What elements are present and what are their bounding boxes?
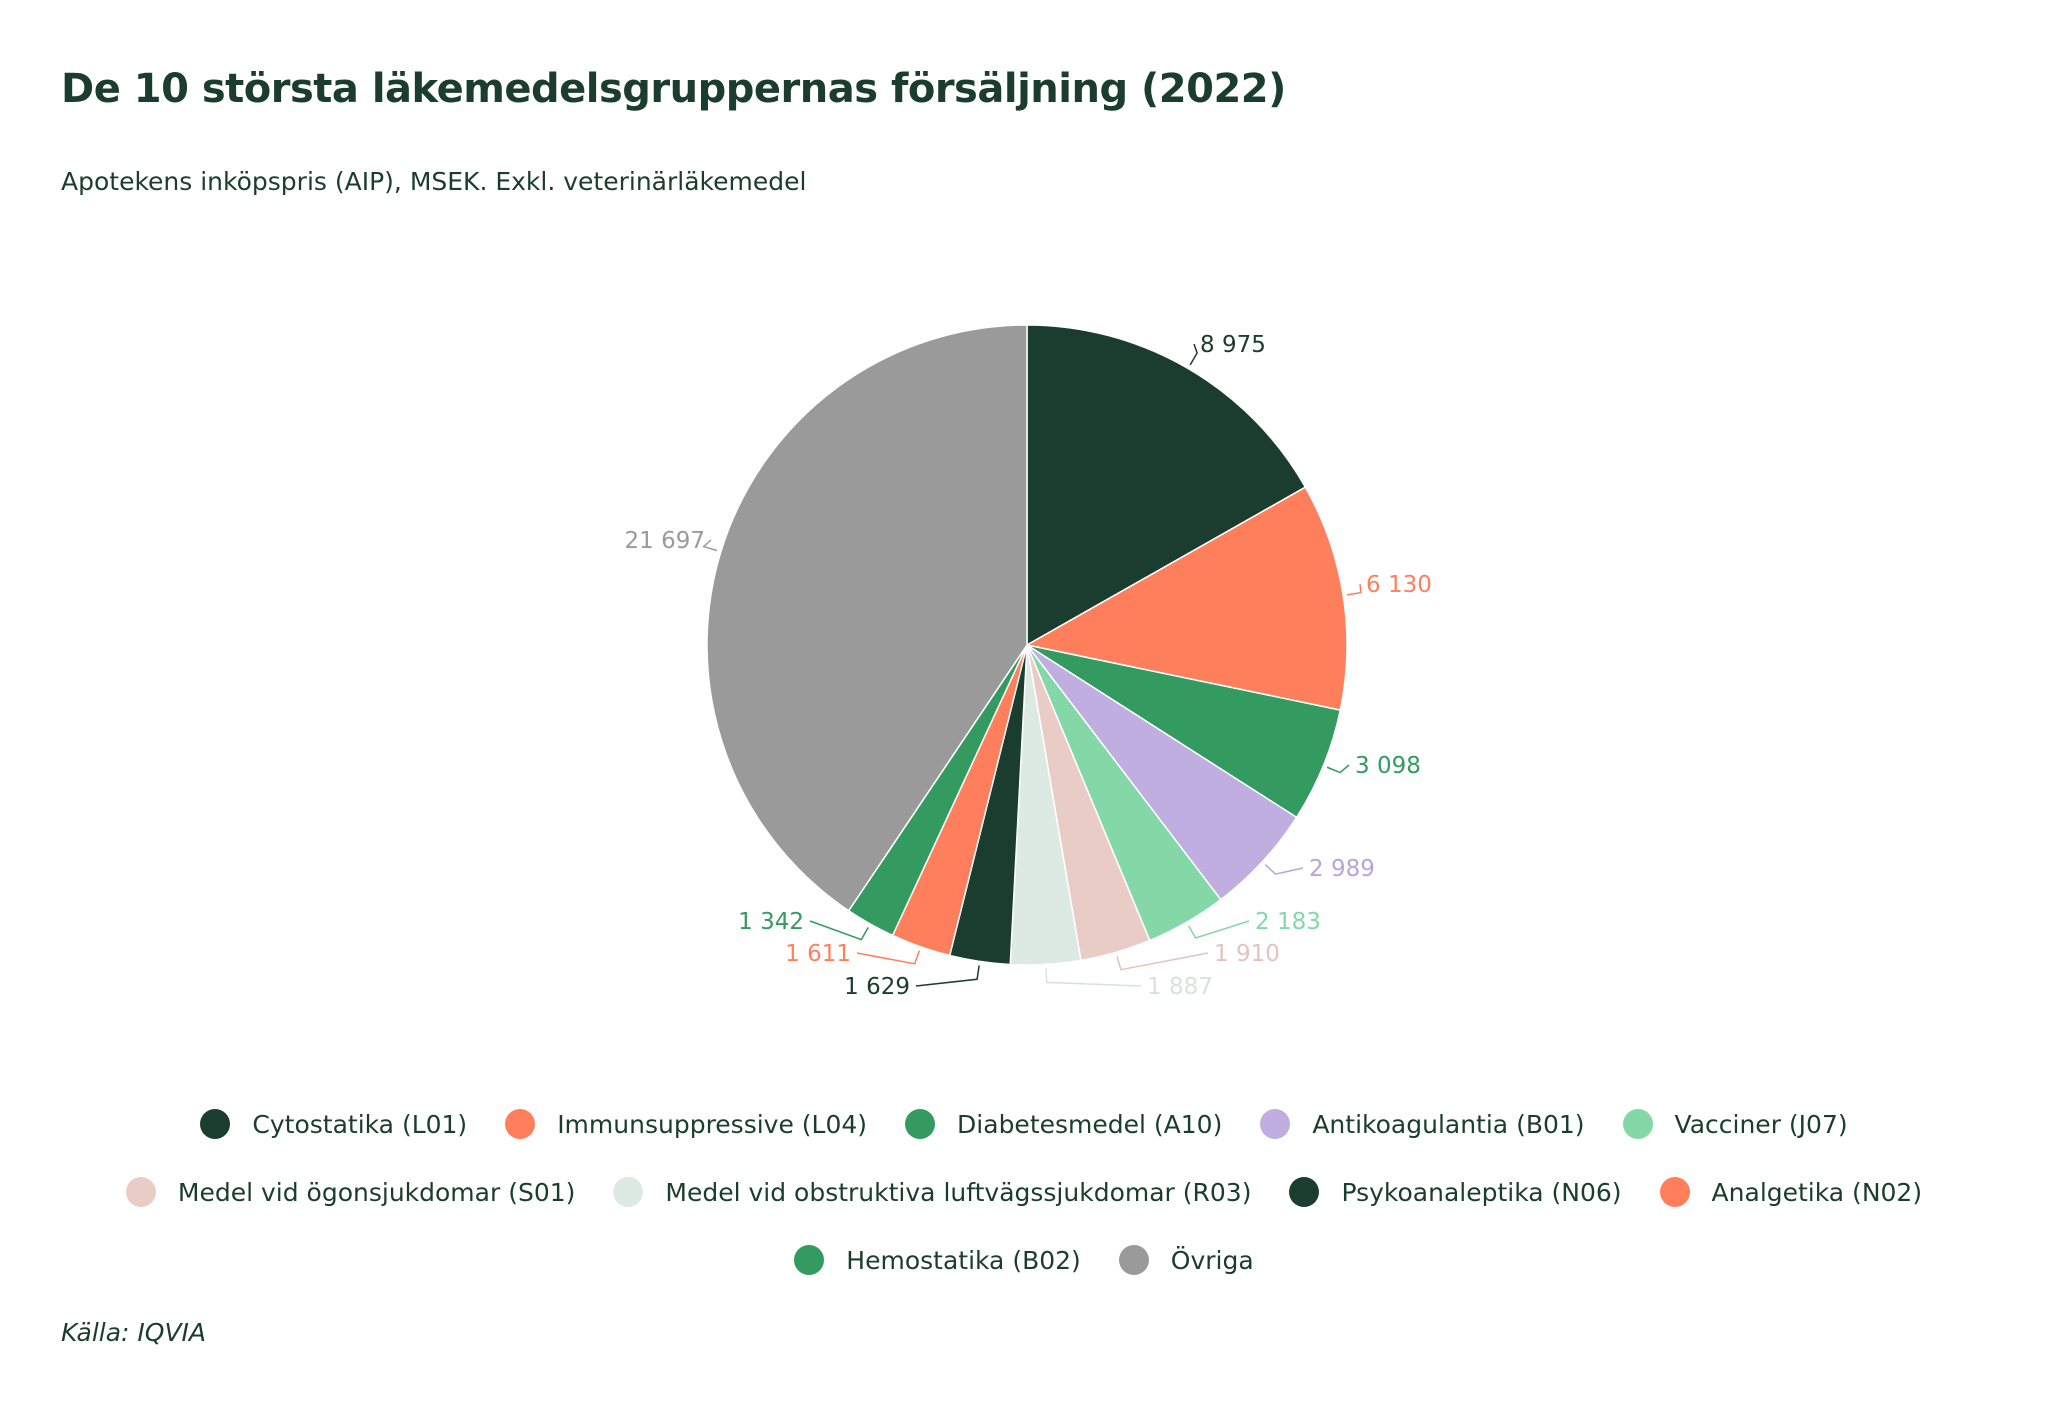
legend-item[interactable]: Antikoagulantia (B01)	[1260, 1109, 1585, 1139]
legend-swatch	[1118, 1245, 1149, 1275]
pie-slice-1	[1026, 324, 1307, 647]
legend-swatch	[1260, 1109, 1291, 1139]
leader-line-10	[809, 920, 869, 941]
legend-label: Övriga	[1170, 1245, 1254, 1275]
data-label-5: 2 183	[1255, 909, 1321, 935]
legend-item[interactable]: Immunsuppressive (L04)	[505, 1109, 867, 1139]
legend-item[interactable]: Cytostatika (L01)	[200, 1109, 467, 1139]
legend-swatch	[505, 1109, 536, 1139]
data-label-3: 3 098	[1355, 753, 1421, 779]
pie-slice-2	[1024, 486, 1348, 711]
legend-item[interactable]: Analgetika (N02)	[1659, 1177, 1923, 1207]
legend-label: Analgetika (N02)	[1711, 1177, 1923, 1207]
leader-line-7	[1045, 968, 1142, 987]
legend-label: Medel vid ögonsjukdomar (S01)	[177, 1177, 576, 1207]
leader-line-8	[915, 965, 980, 987]
legend-label: Psykoanaleptika (N06)	[1341, 1177, 1622, 1207]
leader-line-2	[1346, 583, 1362, 596]
pie-slice-11	[706, 324, 1028, 912]
chart-legend: Cytostatika (L01) Immunsuppressive (L04) D…	[0, 1090, 2048, 1294]
legend-swatch	[794, 1245, 825, 1275]
leader-line-5	[1187, 920, 1250, 939]
legend-swatch	[613, 1177, 644, 1207]
chart-subtitle: Apotekens inköpspris (AIP), MSEK. Exkl. …	[61, 167, 807, 196]
legend-label: Hemostatika (B02)	[846, 1245, 1081, 1275]
data-label-6: 1 910	[1214, 941, 1280, 967]
leader-line-3	[1326, 764, 1350, 774]
legend-item[interactable]: Psykoanaleptika (N06)	[1289, 1177, 1622, 1207]
data-label-8: 1 629	[844, 974, 910, 1000]
legend-swatch	[125, 1177, 156, 1207]
source-note: Källa: IQVIA	[61, 1318, 207, 1347]
legend-item[interactable]: Medel vid ögonsjukdomar (S01)	[125, 1177, 576, 1207]
legend-item[interactable]: Övriga	[1118, 1245, 1254, 1275]
legend-swatch	[1659, 1177, 1690, 1207]
data-label-7: 1 887	[1147, 974, 1213, 1000]
legend-label: Antikoagulantia (B01)	[1312, 1109, 1585, 1139]
leader-line-9	[856, 950, 921, 965]
legend-label: Vacciner (J07)	[1674, 1109, 1848, 1139]
legend-label: Cytostatika (L01)	[252, 1109, 468, 1139]
legend-swatch	[1289, 1177, 1320, 1207]
legend-row: Cytostatika (L01) Immunsuppressive (L04) D…	[0, 1090, 2048, 1158]
legend-label: Medel vid obstruktiva luftvägssjukdomar …	[665, 1177, 1252, 1207]
legend-item[interactable]: Vacciner (J07)	[1622, 1109, 1848, 1139]
legend-swatch	[905, 1109, 936, 1139]
leader-line-4	[1264, 864, 1304, 875]
data-label-4: 2 989	[1309, 856, 1375, 882]
legend-row: Medel vid ögonsjukdomar (S01) Medel vid o…	[0, 1158, 2048, 1226]
legend-row: Hemostatika (B02) Övriga	[0, 1226, 2048, 1294]
data-label-10: 1 342	[738, 909, 804, 935]
legend-item[interactable]: Medel vid obstruktiva luftvägssjukdomar …	[613, 1177, 1251, 1207]
leader-line-11	[702, 539, 718, 552]
leader-line-1	[1189, 343, 1198, 366]
legend-swatch	[200, 1109, 231, 1139]
data-label-2: 6 130	[1366, 572, 1432, 598]
legend-swatch	[1622, 1109, 1653, 1139]
data-label-9: 1 611	[785, 941, 851, 967]
chart-title: De 10 största läkemedelsgruppernas försä…	[61, 66, 1286, 112]
data-label-11: 21 697	[625, 528, 705, 554]
leader-line-6	[1116, 952, 1209, 971]
legend-label: Immunsuppressive (L04)	[557, 1109, 868, 1139]
legend-label: Diabetesmedel (A10)	[957, 1109, 1223, 1139]
legend-item[interactable]: Diabetesmedel (A10)	[905, 1109, 1222, 1139]
data-label-1: 8 975	[1200, 332, 1266, 358]
legend-item[interactable]: Hemostatika (B02)	[794, 1245, 1081, 1275]
